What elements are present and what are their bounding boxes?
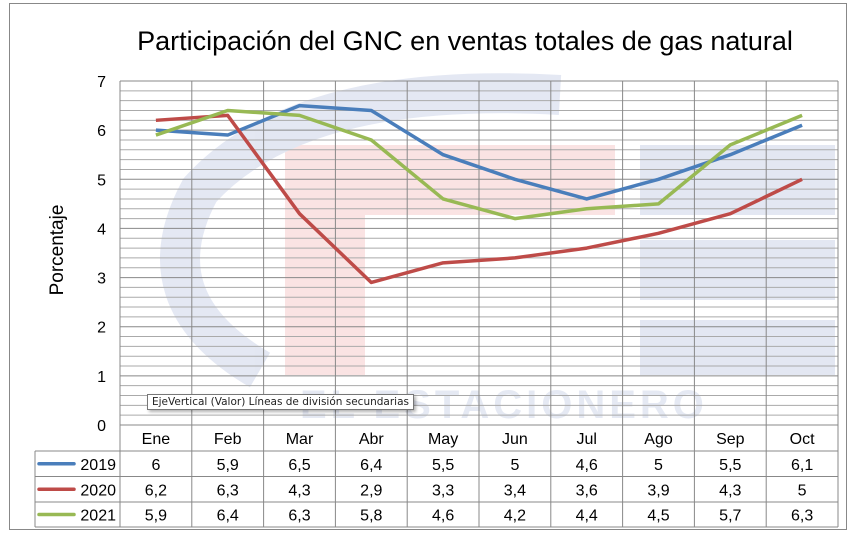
data-label: 3,9 — [647, 482, 669, 499]
data-label: 6,4 — [360, 457, 382, 474]
x-tick-label: May — [428, 431, 458, 448]
data-label: 4,3 — [288, 482, 310, 499]
x-tick-label: Feb — [214, 431, 242, 448]
x-tick-label: Jul — [576, 431, 596, 448]
series-line-2021 — [155, 108, 803, 221]
y-tick-label: 7 — [97, 74, 106, 91]
y-tick-label: 6 — [97, 123, 106, 140]
x-tick-label: Sep — [716, 431, 745, 448]
series-line-2019 — [155, 103, 803, 201]
y-axis-label: Porcentaje — [47, 205, 68, 296]
data-label: 3,4 — [504, 482, 526, 499]
y-tick-label: 1 — [97, 369, 106, 386]
data-label: 4,2 — [504, 508, 526, 525]
data-label: 5,8 — [360, 508, 382, 525]
tooltip: EjeVertical (Valor) Líneas de división s… — [147, 394, 414, 410]
data-label: 5 — [798, 482, 807, 499]
data-label: 5 — [510, 457, 519, 474]
data-label: 6,4 — [217, 508, 239, 525]
x-tick-label: Mar — [286, 431, 314, 448]
y-tick-label: 0 — [97, 418, 106, 435]
data-label: 5,7 — [719, 508, 741, 525]
watermark-logo — [160, 73, 835, 388]
data-label: 3,6 — [576, 482, 598, 499]
data-label: 4,4 — [576, 508, 598, 525]
data-label: 2,9 — [360, 482, 382, 499]
data-label: 5,5 — [719, 457, 741, 474]
data-label: 3,3 — [432, 482, 454, 499]
chart-title: Participación del GNC en ventas totales … — [137, 26, 793, 56]
data-label: 4,6 — [432, 508, 454, 525]
x-tick-label: Abr — [359, 431, 385, 448]
data-label: 5,9 — [145, 508, 167, 525]
data-label: 5 — [654, 457, 663, 474]
y-tick-label: 2 — [97, 320, 106, 337]
legend-label: 2021 — [80, 508, 116, 525]
y-tick-label: 3 — [97, 271, 106, 288]
legend-label: 2019 — [80, 457, 116, 474]
data-label: 6,3 — [791, 508, 813, 525]
chart-frame — [9, 3, 847, 530]
data-label: 6,3 — [217, 482, 239, 499]
data-label: 6,3 — [288, 508, 310, 525]
data-label: 6,2 — [145, 482, 167, 499]
x-tick-label: Oct — [790, 431, 815, 448]
x-tick-label: Ene — [142, 431, 171, 448]
data-label: 5,5 — [432, 457, 454, 474]
data-label: 6 — [151, 457, 160, 474]
series-line-2020 — [155, 113, 803, 285]
y-tick-label: 4 — [97, 221, 106, 238]
y-tick-label: 5 — [97, 172, 106, 189]
legend-label: 2020 — [80, 482, 116, 499]
data-label: 6,1 — [791, 457, 813, 474]
data-label: 4,5 — [647, 508, 669, 525]
data-label: 5,9 — [217, 457, 239, 474]
data-label: 4,3 — [719, 482, 741, 499]
data-label: 6,5 — [288, 457, 310, 474]
x-tick-label: Ago — [644, 431, 673, 448]
data-label: 4,6 — [576, 457, 598, 474]
x-tick-label: Jun — [502, 431, 528, 448]
